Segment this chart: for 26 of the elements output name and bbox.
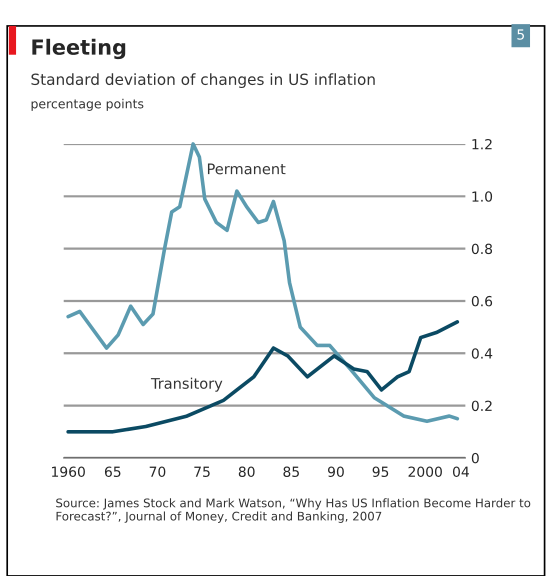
- x-tick-label: 85: [283, 466, 299, 478]
- chart-title: Fleeting: [32, 38, 126, 60]
- y-tick-label: 0.2: [472, 400, 492, 412]
- x-tick-label: 75: [194, 466, 210, 478]
- text: 5: [517, 29, 524, 40]
- y-tick-label: 0.8: [472, 244, 492, 254]
- x-tick-label: 65: [104, 466, 120, 478]
- y-tick-label: 0.6: [472, 296, 492, 306]
- line-series: [66, 142, 460, 424]
- y-tick-label: 1.2: [472, 138, 492, 150]
- x-tick-label: 04: [452, 466, 469, 478]
- x-tick-label: 2000: [408, 466, 442, 478]
- y-axis-title: percentage points: [32, 98, 144, 111]
- x-tick-label: 90: [328, 466, 344, 478]
- series-label: Permanent: [208, 164, 286, 174]
- series-label: Transitory: [150, 378, 222, 392]
- x-tick-label: 70: [150, 466, 166, 478]
- y-tick-label: 0.4: [472, 348, 492, 359]
- line-series: [66, 320, 460, 434]
- x-tick-label: 80: [238, 466, 255, 478]
- x-tick-label: 1960: [52, 466, 85, 478]
- chart-subtitle: Standard deviation of changes in US inflation: [31, 73, 375, 88]
- x-tick-label: 95: [372, 466, 388, 478]
- source-note: Source: James Stock and Mark Watson, “Why Has US Inflation Become Harder to Forecast?”, Journal of Money, Credit and Banking, 2007: [56, 498, 530, 523]
- y-tick-label: 0: [472, 452, 479, 464]
- y-tick-label: 1.0: [472, 191, 492, 202]
